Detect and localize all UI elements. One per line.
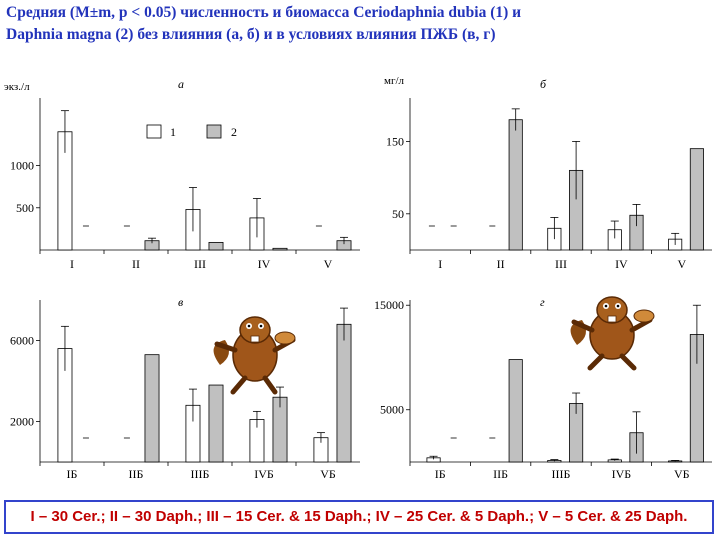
category-label: II (497, 257, 505, 271)
category-label: VБ (320, 467, 336, 481)
category-label: I (70, 257, 74, 271)
category-label: II (132, 257, 140, 271)
bar-series-2 (336, 323, 352, 463)
legend-swatch-2 (206, 124, 222, 139)
category-label: IIБ (493, 467, 508, 481)
bar-series-2 (689, 148, 704, 251)
category-label: IIБ (129, 467, 144, 481)
panel-letter: б (540, 77, 547, 91)
bar-series-2 (508, 119, 523, 251)
category-label: IIIБ (191, 467, 210, 481)
y-tick-label: 500 (16, 201, 34, 215)
category-label: VБ (674, 467, 690, 481)
y-tick-label: 1000 (10, 159, 34, 173)
category-label: V (324, 257, 333, 271)
category-label: I (438, 257, 442, 271)
panel-letter: г (540, 295, 545, 309)
legend-label-2: 2 (231, 125, 237, 139)
y-axis-unit-label: экз./л (4, 81, 30, 93)
legend-label-1: 1 (170, 125, 176, 139)
bar-series-2 (208, 384, 224, 463)
category-label: III (194, 257, 206, 271)
y-tick-label: 150 (386, 134, 404, 148)
category-label: IV (258, 257, 271, 271)
footer-legend: I – 30 Cer.; II – 30 Daph.; III – 15 Cer… (4, 500, 714, 534)
category-label: IVБ (254, 467, 274, 481)
legend-swatch-1 (146, 124, 162, 139)
category-label: V (677, 257, 686, 271)
bar-series-2 (272, 247, 288, 251)
bar-series-2 (208, 241, 224, 251)
category-label: IV (615, 257, 628, 271)
beaver-mascot-icon (213, 316, 296, 395)
category-label: IVБ (612, 467, 632, 481)
category-label: IБ (435, 467, 446, 481)
y-axis-unit-label: мг/л (384, 75, 405, 87)
bar-series-2 (508, 359, 523, 463)
y-tick-label: 5000 (380, 403, 404, 417)
panel-letter: а (178, 77, 184, 91)
chart-panel-4: г 5000 15000 IБ IIБ IIIБ IVБ VБ (374, 295, 712, 481)
y-tick-label: 50 (392, 207, 404, 221)
category-label: III (555, 257, 567, 271)
panel-letter: в (178, 295, 183, 309)
legend: 1 2 (146, 124, 237, 139)
bar-series-2 (144, 354, 160, 463)
y-tick-label: 15000 (374, 298, 404, 312)
chart-title: Средняя (M±m, p < 0.05) численность и би… (6, 4, 522, 43)
category-label: IБ (67, 467, 78, 481)
y-tick-label: 6000 (10, 334, 34, 348)
category-label: IIIБ (552, 467, 571, 481)
beaver-mascot-icon (570, 296, 655, 371)
chart-panel-3: в 2000 6000 IБ IIБ IIIБ IVБ VБ (10, 295, 360, 481)
y-tick-label: 2000 (10, 415, 34, 429)
